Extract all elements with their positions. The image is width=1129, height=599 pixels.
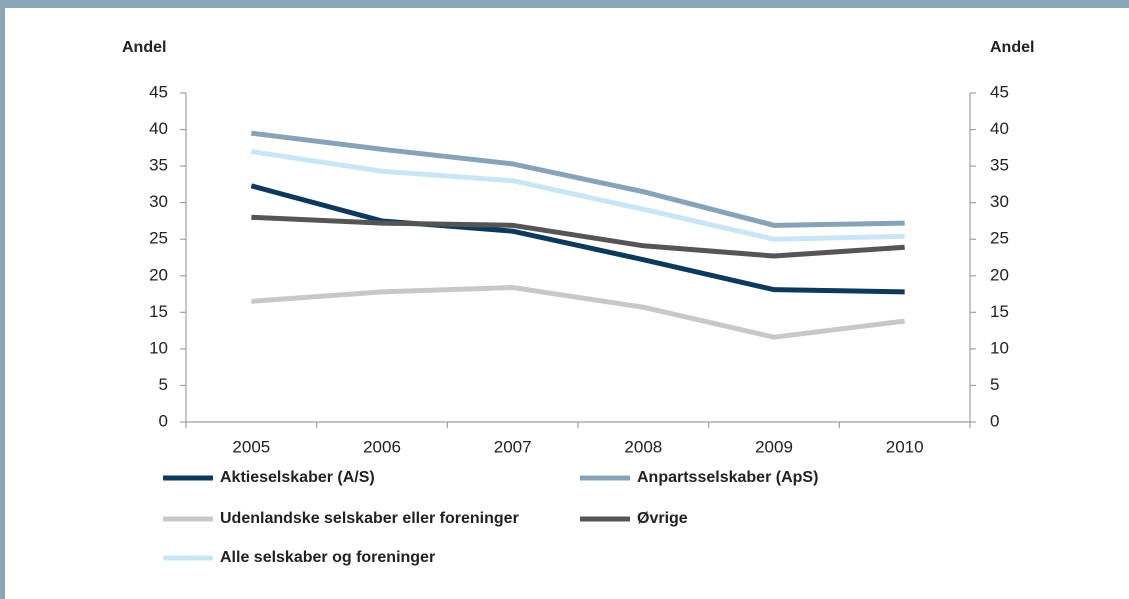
x-tick-label: 2005 xyxy=(232,437,270,456)
y2-tick-label: 5 xyxy=(990,375,999,394)
series-line xyxy=(251,130,905,228)
x-tick-label: 2010 xyxy=(886,437,924,456)
y2-tick-label: 0 xyxy=(990,411,999,430)
y2-axis-label: Andel xyxy=(990,39,1034,56)
y-tick-label: 10 xyxy=(149,338,168,357)
y2-tick-label: 40 xyxy=(990,119,1009,138)
legend-label: Udenlandske selskaber eller foreninger xyxy=(220,510,519,527)
y-tick-label: 15 xyxy=(149,302,168,321)
y-tick-label: 0 xyxy=(159,411,168,430)
x-tick-label: 2009 xyxy=(755,437,793,456)
y-tick-label: 5 xyxy=(159,375,168,394)
y-tick-label: 25 xyxy=(149,229,168,248)
y-tick-label: 40 xyxy=(149,119,168,138)
y-tick-label: 20 xyxy=(149,265,168,284)
x-tick-label: 2008 xyxy=(624,437,662,456)
x-tick-label: 2007 xyxy=(494,437,532,456)
y2-tick-label: 20 xyxy=(990,265,1009,284)
legend-label: Aktieselskaber (A/S) xyxy=(220,469,375,486)
legend-label: Øvrige xyxy=(637,510,688,527)
y-tick-label: 30 xyxy=(149,192,168,211)
series-line xyxy=(250,183,905,295)
frame-left xyxy=(0,0,5,599)
legend-label: Anpartsselskaber (ApS) xyxy=(637,469,818,486)
x-tick-label: 2006 xyxy=(363,437,401,456)
y-tick-label: 45 xyxy=(149,82,168,101)
y2-tick-label: 10 xyxy=(990,338,1009,357)
y2-tick-label: 25 xyxy=(990,229,1009,248)
y2-tick-label: 30 xyxy=(990,192,1009,211)
y2-tick-label: 15 xyxy=(990,302,1009,321)
y-tick-label: 35 xyxy=(149,156,168,175)
series-line xyxy=(251,214,905,259)
legend-label: Alle selskaber og foreninger xyxy=(220,549,435,566)
frame-top xyxy=(0,0,1129,8)
series-line xyxy=(250,149,905,242)
y2-tick-label: 45 xyxy=(990,82,1009,101)
y2-tick-label: 35 xyxy=(990,156,1009,175)
y-axis-label: Andel xyxy=(122,39,166,56)
series-line xyxy=(251,284,905,340)
